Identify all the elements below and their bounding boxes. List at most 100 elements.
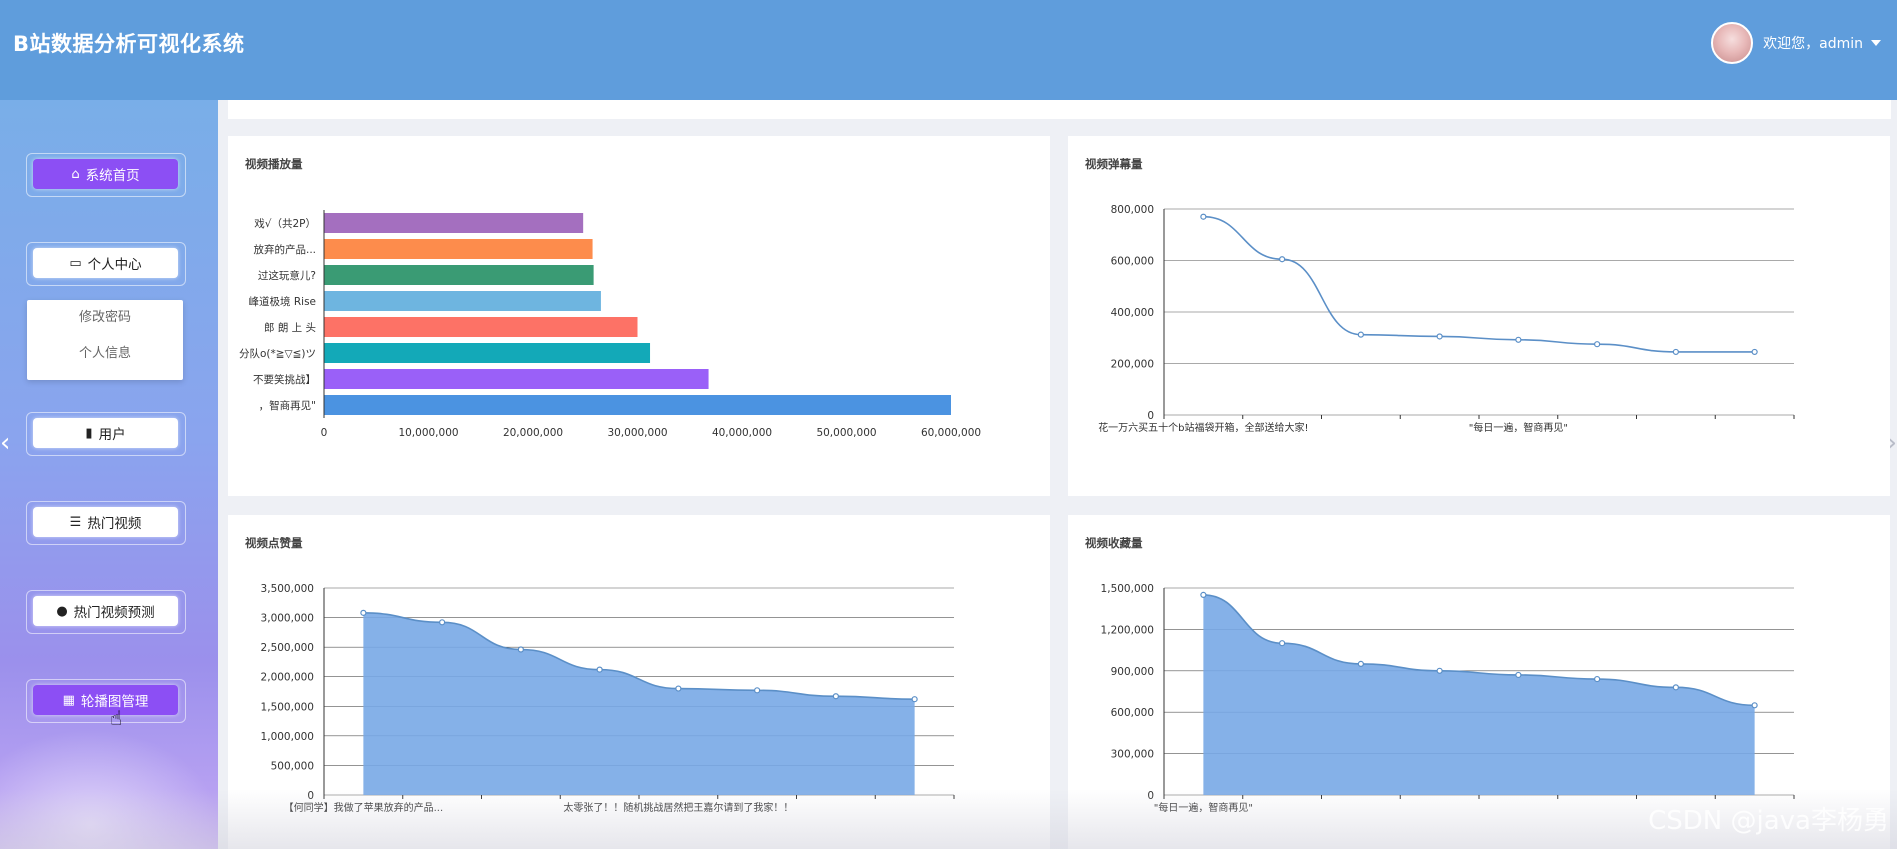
- data-point: [1594, 675, 1601, 683]
- user-menu[interactable]: 欢迎您，admin: [1711, 22, 1881, 64]
- menu-frame: [26, 242, 186, 286]
- chart-title: 视频弹幕量: [1085, 157, 1143, 171]
- x-tick-label: 20,000,000: [503, 427, 563, 439]
- grid-icon: ▦: [62, 692, 75, 708]
- category-label: 戏√（共2P）: [254, 218, 316, 230]
- person-icon: ●: [56, 603, 68, 619]
- category-label: ，智商再见": [259, 399, 316, 412]
- sidebar-item-label: 轮播图管理: [80, 694, 149, 710]
- x-tick-label: 60,000,000: [921, 427, 981, 439]
- sidebar-item-label: 热门视频: [87, 516, 142, 532]
- sidebar-item-profile[interactable]: ▭ 个人中心: [33, 248, 178, 278]
- data-point: [1515, 671, 1522, 679]
- x-category-label: "每日一遍，智商再见": [1154, 801, 1253, 814]
- y-tick-label: 0: [1147, 410, 1154, 422]
- caret-down-icon[interactable]: [1871, 40, 1881, 46]
- menu-frame: [26, 153, 186, 197]
- bar: [324, 239, 593, 259]
- category-label: 过这玩意儿?: [258, 269, 316, 282]
- sidebar-item-carousel-management[interactable]: ▦ 轮播图管理: [33, 685, 178, 715]
- x-category-label: 太零张了！！随机挑战居然把王嘉尔请到了我家！！: [563, 801, 793, 814]
- menu-frame: [26, 590, 186, 634]
- data-point: [1751, 348, 1758, 356]
- data-point: [1357, 660, 1364, 667]
- submenu-item-personal-info[interactable]: 个人信息: [78, 346, 131, 361]
- sidebar-item-label: 用户: [98, 427, 126, 443]
- y-tick-label: 400,000: [1111, 307, 1154, 319]
- x-category-label: 【何同学】我做了苹果放弃的产品...: [284, 801, 444, 814]
- user-greeting[interactable]: 欢迎您，admin: [1763, 36, 1863, 52]
- submenu-item-change-password[interactable]: 修改密码: [78, 310, 131, 325]
- series-line: [1203, 215, 1755, 353]
- sidebar-item-label: 热门视频预测: [73, 605, 155, 621]
- data-point: [675, 685, 682, 692]
- data-point: [1594, 341, 1601, 348]
- data-point: [1279, 256, 1286, 263]
- y-tick-label: 600,000: [1111, 707, 1154, 719]
- chart-title: 视频播放量: [245, 157, 303, 171]
- profile-card-icon: ▭: [69, 255, 82, 271]
- sidebar: ⌂ 系统首页 ▭ 个人中心 修改密码 个人信息 ▮ 用户 ☰ 热门视频 ● 热门…: [0, 100, 218, 849]
- user-book-icon: ▮: [85, 425, 93, 441]
- sidebar-item-hot-videos[interactable]: ☰ 热门视频: [33, 507, 178, 537]
- category-label: 峰道极境 Rise: [249, 295, 316, 308]
- x-tick-label: 30,000,000: [607, 427, 667, 439]
- data-point: [596, 666, 603, 673]
- menu-frame: [26, 501, 186, 545]
- sidebar-decoration: [0, 729, 218, 849]
- y-tick-label: 800,000: [1111, 204, 1154, 216]
- hand-cursor-icon: ☝: [110, 706, 123, 730]
- bar: [324, 317, 638, 337]
- app-title: B站数据分析可视化系统: [13, 32, 245, 56]
- bar: [324, 395, 951, 415]
- bar: [324, 213, 584, 233]
- x-tick-label: 40,000,000: [712, 427, 772, 439]
- y-tick-label: 3,000,000: [261, 613, 314, 625]
- data-point: [1515, 336, 1522, 343]
- y-tick-label: 1,500,000: [261, 701, 314, 713]
- expand-icon[interactable]: ›: [1886, 428, 1897, 458]
- data-point: [832, 693, 839, 700]
- data-point: [360, 609, 367, 616]
- y-tick-label: 200,000: [1111, 359, 1154, 371]
- y-tick-label: 1,200,000: [1101, 624, 1154, 636]
- data-point: [1751, 702, 1758, 709]
- chart-card-views: 视频播放量 戏√（共2P） 放弃的产品... 过这玩意儿? 峰道极境 Rise 郎 朗 …: [228, 136, 1050, 496]
- bar: [324, 291, 601, 311]
- menu-frame: [26, 679, 186, 723]
- y-tick-label: 0: [307, 790, 314, 802]
- x-category-label: "每日一遍，智商再见": [1469, 421, 1568, 434]
- data-point: [1200, 213, 1207, 220]
- data-point: [754, 687, 761, 694]
- sidebar-item-hot-video-prediction[interactable]: ● 热门视频预测: [33, 596, 178, 626]
- sidebar-item-label: 个人中心: [87, 257, 142, 273]
- chart-card-likes: 视频点赞量 0 500,000 1,000,000 1,500,000 2,000,00…: [228, 515, 1050, 849]
- home-icon: ⌂: [71, 166, 80, 182]
- favorites-area-chart: 0 300,000 600,000 900,000 1,200,000 1,500,000…: [1101, 583, 1795, 814]
- x-tick-label: 10,000,000: [398, 427, 458, 439]
- y-tick-label: 500,000: [271, 760, 314, 772]
- data-point: [1436, 667, 1443, 674]
- y-tick-label: 1,500,000: [1101, 583, 1154, 595]
- data-point: [1279, 640, 1286, 647]
- avatar[interactable]: [1711, 22, 1754, 64]
- watermark: CSDN @java李杨勇: [1648, 806, 1889, 836]
- area-fill: [363, 612, 915, 795]
- profile-submenu: 修改密码 个人信息: [27, 300, 183, 380]
- data-point: [1357, 331, 1364, 338]
- chart-title: 视频点赞量: [245, 536, 303, 550]
- category-label: 分队o(*≧▽≦)ツ: [239, 347, 316, 360]
- data-point: [439, 619, 446, 626]
- category-label: 放弃的产品...: [253, 243, 316, 256]
- series-line: [363, 612, 915, 700]
- data-point: [1672, 348, 1679, 356]
- data-point: [1200, 591, 1207, 599]
- x-tick-label: 50,000,000: [816, 427, 876, 439]
- chart-title: 视频收藏量: [1085, 536, 1143, 550]
- x-category-label: 花一万六买五十个b站福袋开箱，全部送给大家!: [1098, 421, 1308, 434]
- collapse-sidebar-icon[interactable]: ‹: [0, 428, 11, 458]
- menu-frame: [26, 412, 186, 456]
- y-tick-label: 600,000: [1111, 256, 1154, 268]
- sidebar-item-users[interactable]: ▮ 用户: [33, 418, 178, 448]
- sidebar-item-home[interactable]: ⌂ 系统首页: [33, 159, 178, 189]
